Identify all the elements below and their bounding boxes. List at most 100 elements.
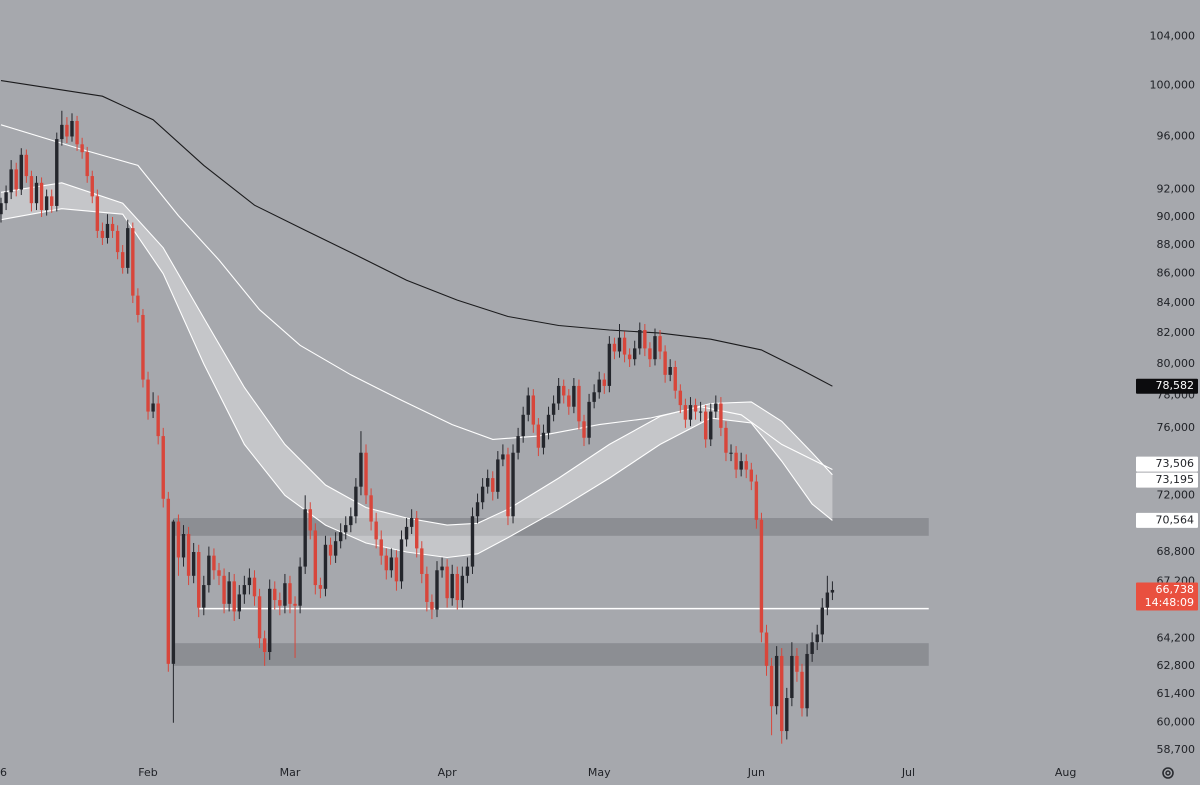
candle-body	[516, 436, 520, 453]
candle-body	[9, 169, 13, 193]
candle-body	[744, 461, 748, 470]
y-tick-label: 80,000	[1157, 357, 1196, 370]
candle-body	[303, 509, 307, 567]
candle-body	[415, 518, 419, 549]
zone	[173, 643, 929, 666]
candle-body	[440, 566, 444, 571]
candle-body	[622, 337, 627, 355]
candle-body	[252, 577, 257, 597]
candle-body	[511, 452, 515, 517]
candle-body	[480, 486, 485, 503]
gear-ring	[1162, 767, 1174, 779]
candle-body	[521, 414, 525, 437]
candle-body	[34, 182, 39, 204]
y-tick-label: 84,000	[1157, 296, 1196, 309]
candle-body	[227, 581, 231, 604]
settings-icon[interactable]	[1162, 767, 1174, 779]
candle-body	[354, 486, 358, 517]
x-tick-label: Mar	[280, 766, 301, 779]
price-label: 66,738	[1156, 583, 1195, 596]
candle-body	[460, 575, 465, 601]
x-tick-label: Jun	[747, 766, 765, 779]
y-tick-label: 60,000	[1157, 716, 1196, 729]
candle-body	[734, 452, 738, 470]
candle-body	[318, 585, 323, 589]
candle-body	[257, 596, 262, 639]
candle-body	[181, 534, 186, 558]
candle-body	[425, 573, 429, 602]
candle-body	[146, 379, 150, 412]
candle-body	[207, 555, 211, 586]
candle-body	[384, 555, 388, 571]
candle-body	[668, 367, 672, 375]
candle-body	[136, 295, 140, 315]
candle-body	[455, 573, 459, 601]
price-label-box	[1136, 472, 1198, 488]
candle-body	[242, 585, 247, 595]
candle-body	[830, 589, 835, 593]
candle-body	[379, 539, 383, 556]
candle-body	[546, 414, 551, 433]
y-tick-label: 88,000	[1157, 238, 1196, 251]
candle-body	[714, 403, 718, 412]
candle-body	[65, 124, 69, 137]
y-tick-label: 64,200	[1157, 631, 1196, 644]
candle-body	[496, 459, 500, 492]
candle-body	[536, 424, 541, 448]
candle-body	[577, 385, 581, 422]
candle-body	[278, 600, 282, 606]
candle-body	[95, 196, 100, 231]
candle-body	[663, 351, 667, 375]
candle-body	[582, 421, 586, 438]
candle-body	[531, 395, 536, 425]
candle-body	[14, 169, 18, 190]
price-label: 78,582	[1156, 379, 1195, 392]
candle-body	[55, 139, 59, 206]
gear-hub	[1165, 770, 1171, 776]
candle-body	[369, 495, 373, 522]
candle-body	[562, 385, 566, 396]
candle-body	[344, 525, 348, 533]
candle-body	[673, 367, 677, 391]
candle-body	[780, 655, 784, 732]
y-tick-label: 92,000	[1157, 183, 1196, 196]
indicator-line	[0, 182, 833, 526]
y-tick-label: 104,000	[1150, 30, 1196, 43]
candle-body	[485, 478, 490, 487]
candle-body	[267, 588, 272, 652]
candle-body	[602, 379, 606, 386]
candle-body	[120, 252, 125, 268]
candle-body	[572, 385, 576, 407]
candle-body	[749, 469, 754, 482]
candle-body	[541, 432, 546, 448]
candle-body	[288, 583, 292, 604]
candle-body	[50, 196, 54, 206]
candle-body	[349, 516, 353, 526]
candle-body	[75, 120, 79, 145]
candle-body	[607, 343, 612, 386]
candle-body	[556, 385, 561, 404]
candle-body	[683, 405, 688, 420]
candle-body	[445, 566, 449, 599]
candle-body	[703, 411, 708, 440]
x-tick-label: Apr	[438, 766, 458, 779]
candle-body	[364, 452, 368, 496]
candle-body	[60, 124, 64, 140]
candle-body	[709, 411, 713, 440]
candle-body	[24, 154, 29, 177]
candle-body	[597, 379, 601, 393]
candle-body	[643, 330, 647, 349]
candle-body	[551, 403, 556, 415]
candle-body	[161, 436, 165, 499]
candle-body	[105, 223, 110, 238]
candle-body	[191, 552, 196, 576]
candle-body	[90, 176, 94, 197]
candle-body	[764, 632, 769, 666]
candle-body	[785, 698, 789, 732]
candle-body	[394, 557, 399, 582]
candle-body	[825, 592, 830, 608]
candle-body	[156, 403, 160, 437]
y-tick-label: 82,000	[1157, 326, 1196, 339]
candle-body	[759, 519, 764, 633]
candle-body	[465, 566, 470, 576]
